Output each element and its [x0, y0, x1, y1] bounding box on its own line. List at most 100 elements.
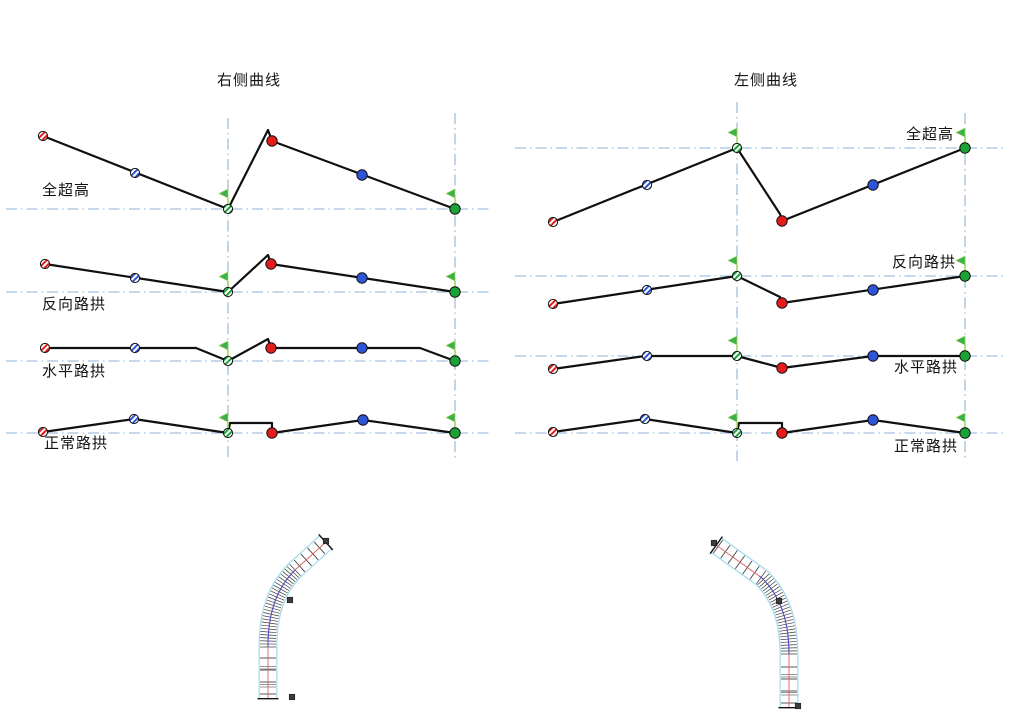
- station-marker: [322, 537, 330, 545]
- dot-red-marker: [266, 135, 278, 147]
- hatched-blue-marker: [641, 284, 653, 296]
- dot-blue-marker: [867, 414, 879, 426]
- dot-red-marker: [776, 427, 788, 439]
- superelevation-profile-line: [43, 337, 457, 363]
- green-flag-icon: [727, 335, 738, 346]
- hatched-red-marker: [547, 426, 559, 438]
- green-flag-icon: [727, 412, 738, 423]
- superelevation-profile-line: [551, 274, 967, 306]
- dot-green-marker: [959, 427, 971, 439]
- hatched-blue-marker: [129, 272, 141, 284]
- hatched-blue-marker: [129, 342, 141, 354]
- dot-red-marker: [776, 215, 788, 227]
- row-label-reverse-crown: 反向路拱: [42, 297, 107, 313]
- dot-green-marker: [959, 142, 971, 154]
- row-full-superelevation: [515, 127, 1007, 228]
- green-flag-icon: [955, 127, 966, 138]
- dot-red-marker: [265, 258, 277, 270]
- superelevation-profile-line: [551, 354, 967, 371]
- hatched-blue-marker: [129, 167, 141, 179]
- hatched-red-marker: [547, 298, 559, 310]
- row-reverse-crown: [6, 253, 491, 298]
- row-label-full-superelevation: 全超高: [906, 127, 955, 143]
- row-label-normal-crown: 正常路拱: [44, 436, 109, 452]
- superelevation-profile-line: [551, 146, 967, 224]
- green-flag-icon: [445, 340, 456, 351]
- row-normal-crown: [515, 412, 1007, 439]
- hatched-green-marker: [731, 270, 743, 282]
- dot-red-marker: [776, 362, 788, 374]
- dot-blue-marker: [867, 179, 879, 191]
- hatched-green-marker: [222, 355, 234, 367]
- dot-red-marker: [266, 427, 278, 439]
- hatched-green-marker: [222, 427, 234, 439]
- green-flag-icon: [955, 412, 966, 423]
- row-label-horizontal-crown: 水平路拱: [42, 364, 107, 380]
- superelevation-profile-line: [41, 128, 457, 211]
- hatched-red-marker: [37, 426, 49, 438]
- hatched-blue-marker: [128, 413, 140, 425]
- hatched-green-marker: [731, 350, 743, 362]
- dot-green-marker: [449, 355, 461, 367]
- dot-blue-marker: [356, 169, 368, 181]
- green-flag-icon: [727, 127, 738, 138]
- dot-green-marker: [959, 270, 971, 282]
- green-flag-icon: [445, 271, 456, 282]
- hatched-red-marker: [39, 258, 51, 270]
- dot-red-marker: [265, 342, 277, 354]
- curve-zone-line: [715, 544, 790, 708]
- panel-left-curve: [515, 102, 1007, 461]
- green-flag-icon: [445, 188, 456, 199]
- hatched-red-marker: [547, 216, 559, 228]
- panel-title-left-curve: 左侧曲线: [734, 73, 799, 89]
- dot-green-marker: [449, 286, 461, 298]
- dot-green-marker: [959, 350, 971, 362]
- plan-view-left-turning-road: [709, 536, 802, 710]
- hatched-green-marker: [731, 142, 743, 154]
- row-full-superelevation: [6, 128, 491, 215]
- panel-title-right-curve: 右侧曲线: [217, 73, 282, 89]
- dot-blue-marker: [357, 414, 369, 426]
- green-flag-icon: [955, 335, 966, 346]
- superelevation-profile-line: [43, 253, 457, 294]
- station-marker: [775, 597, 783, 605]
- dot-blue-marker: [356, 342, 368, 354]
- green-flag-icon: [218, 271, 229, 282]
- hatched-green-marker: [222, 203, 234, 215]
- station-marker: [288, 693, 296, 701]
- curve-zone-line: [267, 541, 327, 699]
- station-marker: [794, 702, 802, 710]
- green-flag-icon: [218, 340, 229, 351]
- green-flag-icon: [445, 412, 456, 423]
- green-flag-icon: [727, 255, 738, 266]
- panel-right-curve: [6, 113, 491, 461]
- hatched-green-marker: [222, 286, 234, 298]
- station-marker: [710, 539, 718, 547]
- dot-red-marker: [776, 297, 788, 309]
- row-horizontal-crown: [6, 337, 491, 367]
- hatched-green-marker: [731, 427, 743, 439]
- row-label-normal-crown: 正常路拱: [894, 439, 959, 455]
- row-reverse-crown: [515, 255, 1007, 310]
- hatched-blue-marker: [639, 413, 651, 425]
- dot-green-marker: [449, 203, 461, 215]
- dot-blue-marker: [867, 284, 879, 296]
- row-label-reverse-crown: 反向路拱: [892, 255, 957, 271]
- dot-green-marker: [449, 427, 461, 439]
- dot-blue-marker: [867, 350, 879, 362]
- green-flag-icon: [218, 188, 229, 199]
- station-marker: [286, 596, 294, 604]
- hatched-blue-marker: [641, 179, 653, 191]
- hatched-red-marker: [37, 130, 49, 142]
- row-horizontal-crown: [515, 335, 1007, 375]
- green-flag-icon: [955, 255, 966, 266]
- hatched-red-marker: [39, 342, 51, 354]
- superelevation-profile-line: [41, 417, 457, 435]
- green-flag-icon: [218, 412, 229, 423]
- row-label-horizontal-crown: 水平路拱: [894, 360, 959, 376]
- superelevation-profile-line: [551, 417, 967, 435]
- hatched-blue-marker: [641, 350, 653, 362]
- dot-blue-marker: [356, 272, 368, 284]
